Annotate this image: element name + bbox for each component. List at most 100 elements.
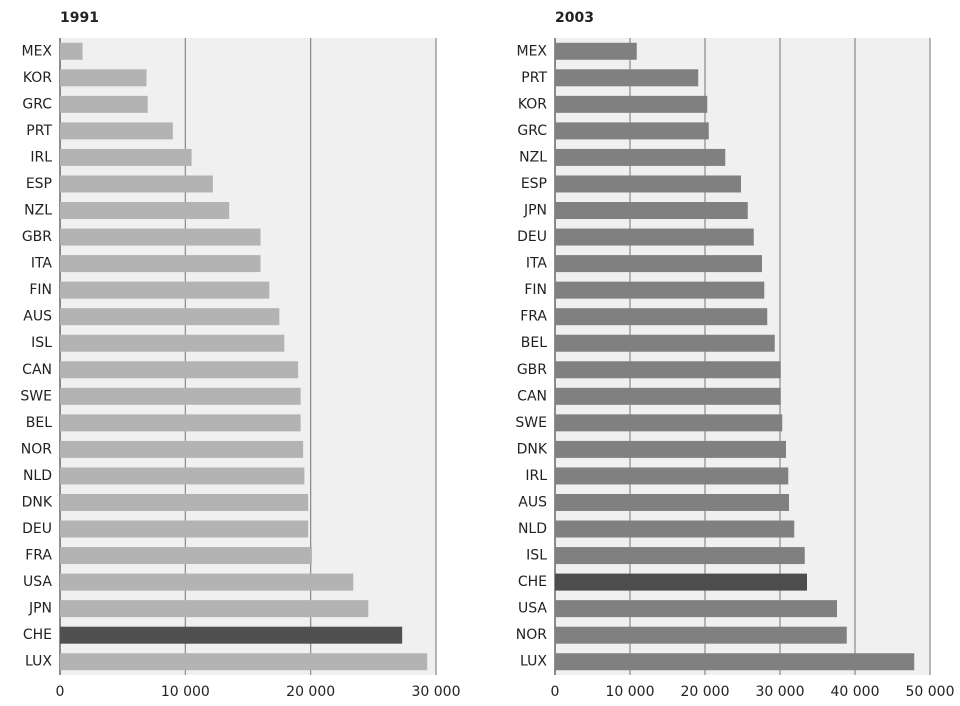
y-tick-label: JPN <box>523 203 547 219</box>
bar <box>60 361 299 379</box>
y-tick-label: PRT <box>26 123 52 139</box>
bar <box>555 573 807 591</box>
bar <box>60 308 280 326</box>
y-tick-label: FIN <box>524 282 547 298</box>
bar <box>555 228 754 246</box>
y-tick-label: ISL <box>31 335 52 351</box>
bar <box>60 493 309 511</box>
y-tick-label: SWE <box>20 388 52 404</box>
y-tick-label: ISL <box>526 548 547 564</box>
y-tick-label: FIN <box>29 282 52 298</box>
bar <box>555 600 837 618</box>
bar <box>60 547 312 565</box>
bar <box>60 440 304 458</box>
x-tick-label: 10 000 <box>161 684 210 700</box>
y-tick-label: ITA <box>526 256 548 272</box>
bar <box>555 493 789 511</box>
y-tick-label: AUS <box>23 309 52 325</box>
y-tick-label: GRC <box>517 123 547 139</box>
x-tick-label: 10 000 <box>606 684 655 700</box>
bar <box>555 308 768 326</box>
x-tick-label: 50 000 <box>906 684 955 700</box>
y-tick-label: NLD <box>23 468 52 484</box>
bar <box>60 600 369 618</box>
y-tick-label: NOR <box>516 627 547 643</box>
y-tick-label: NZL <box>519 149 547 165</box>
bar <box>555 520 795 538</box>
y-tick-label: FRA <box>25 548 52 564</box>
y-tick-label: USA <box>518 601 547 617</box>
y-tick-label: BEL <box>26 415 52 431</box>
bar <box>555 626 847 644</box>
y-tick-label: NLD <box>518 521 547 537</box>
bar <box>60 42 83 60</box>
bar <box>555 175 741 193</box>
x-tick-label: 20 000 <box>286 684 335 700</box>
y-tick-label: GBR <box>517 362 547 378</box>
y-tick-label: ESP <box>521 176 547 192</box>
bar <box>60 520 309 538</box>
y-tick-label: GBR <box>22 229 52 245</box>
y-tick-label: ITA <box>31 256 53 272</box>
plot-area <box>60 38 436 675</box>
bar <box>60 255 261 273</box>
chart-title: 2003 <box>555 10 594 26</box>
bar <box>60 387 301 405</box>
bar <box>60 626 403 644</box>
x-tick-label: 20 000 <box>681 684 730 700</box>
y-tick-label: CAN <box>22 362 52 378</box>
y-tick-label: ESP <box>26 176 52 192</box>
y-tick-label: DNK <box>22 494 53 510</box>
y-tick-label: KOR <box>518 96 547 112</box>
chart-title: 1991 <box>60 10 99 26</box>
y-tick-label: LUX <box>520 654 547 670</box>
y-tick-label: NZL <box>24 203 52 219</box>
y-tick-label: MEX <box>21 43 52 59</box>
y-tick-label: BEL <box>521 335 547 351</box>
bar <box>60 175 213 193</box>
y-tick-label: FRA <box>520 309 547 325</box>
bar <box>60 95 148 113</box>
y-tick-label: USA <box>23 574 52 590</box>
bar <box>60 653 428 671</box>
bar <box>555 69 699 87</box>
y-tick-label: DEU <box>22 521 52 537</box>
y-tick-label: LUX <box>25 654 52 670</box>
x-tick-label: 40 000 <box>831 684 880 700</box>
bar <box>60 69 147 87</box>
y-tick-label: NOR <box>21 441 52 457</box>
y-tick-label: JPN <box>28 601 52 617</box>
y-tick-label: DNK <box>517 441 548 457</box>
y-tick-label: SWE <box>515 415 547 431</box>
bar <box>60 334 285 352</box>
bar <box>555 255 762 273</box>
bar <box>555 414 783 432</box>
bar <box>60 281 270 299</box>
y-tick-label: PRT <box>521 70 547 86</box>
bar <box>60 202 230 220</box>
bar <box>555 148 726 166</box>
bar <box>60 122 173 140</box>
plot-area <box>555 38 930 675</box>
y-tick-label: IRL <box>30 149 52 165</box>
x-tick-label: 0 <box>551 684 560 700</box>
x-tick-label: 30 000 <box>756 684 805 700</box>
y-tick-label: MEX <box>516 43 547 59</box>
y-tick-label: DEU <box>517 229 547 245</box>
y-tick-label: CHE <box>518 574 547 590</box>
bar <box>555 202 748 220</box>
bar <box>60 573 354 591</box>
x-tick-label: 0 <box>56 684 65 700</box>
bar <box>555 440 786 458</box>
bar <box>60 414 301 432</box>
bar <box>555 95 708 113</box>
bar <box>60 148 192 166</box>
y-tick-label: IRL <box>525 468 547 484</box>
y-tick-label: CAN <box>517 388 547 404</box>
bar <box>555 281 765 299</box>
bar <box>555 467 789 485</box>
bar <box>555 387 781 405</box>
x-tick-label: 30 000 <box>412 684 461 700</box>
y-tick-label: CHE <box>23 627 52 643</box>
